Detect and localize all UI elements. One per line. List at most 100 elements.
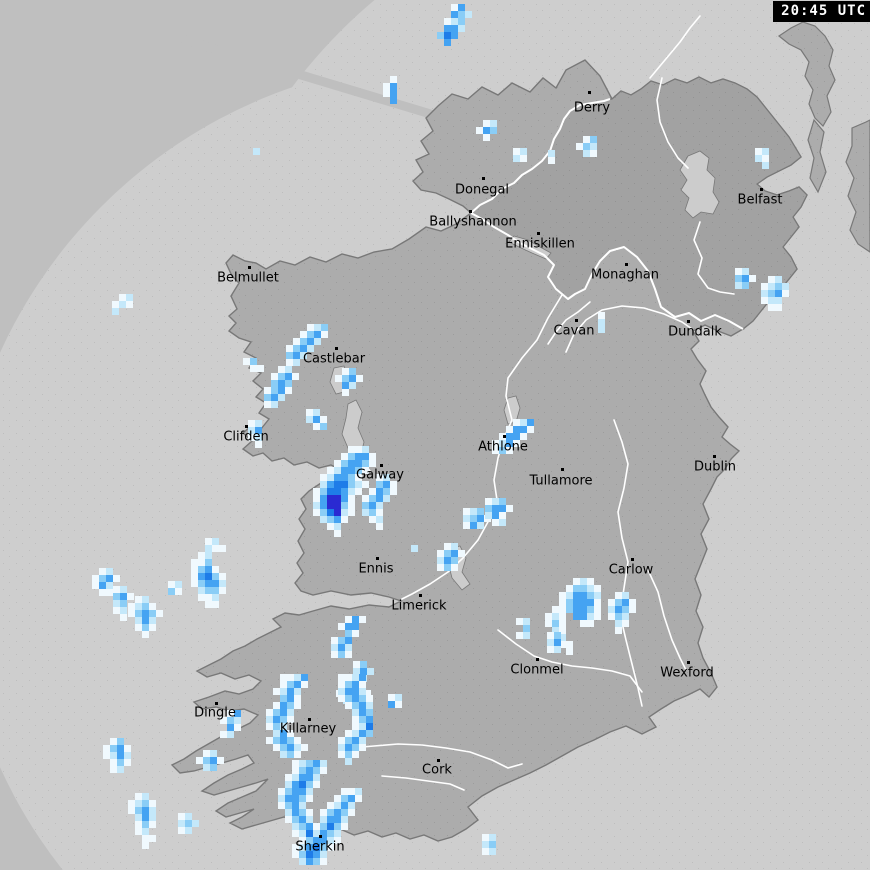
precip-cell — [278, 380, 285, 387]
precip-cell — [320, 488, 327, 495]
precip-cell — [594, 613, 601, 620]
precip-cell — [314, 338, 321, 345]
precip-cell — [761, 290, 768, 297]
precip-cell — [128, 807, 135, 814]
precip-cell — [342, 389, 349, 396]
precip-cell — [307, 345, 314, 352]
precip-cell — [191, 580, 198, 587]
gb-island — [845, 119, 870, 253]
precip-cell — [248, 434, 255, 441]
precip-cell — [120, 593, 127, 600]
precip-cell — [359, 730, 366, 737]
precip-cell — [280, 709, 287, 716]
precip-cell — [264, 401, 271, 408]
precip-cell — [119, 301, 126, 308]
precip-cell — [299, 774, 306, 781]
precip-cluster — [168, 581, 182, 595]
city-dot — [537, 232, 540, 235]
precip-cell — [499, 440, 506, 447]
precip-cell — [451, 18, 458, 25]
precip-cell — [369, 460, 376, 467]
precip-cluster — [437, 4, 472, 46]
precip-cell — [338, 623, 345, 630]
precip-cell — [362, 460, 369, 467]
precip-cell — [285, 816, 292, 823]
precip-cell — [359, 737, 366, 744]
precip-cell — [299, 802, 306, 809]
precip-cell — [608, 599, 615, 606]
city-dot — [215, 702, 218, 705]
precip-cell — [622, 620, 629, 627]
precip-cell — [587, 620, 594, 627]
precip-cell — [513, 155, 520, 162]
precip-cell — [552, 606, 559, 613]
precip-cell — [212, 587, 219, 594]
precip-cell — [482, 848, 489, 855]
precip-cell — [513, 148, 520, 155]
precip-cell — [527, 426, 534, 433]
precip-cell — [376, 488, 383, 495]
precip-cluster — [253, 148, 260, 155]
precip-cell — [120, 586, 127, 593]
precip-cell — [348, 488, 355, 495]
precip-cluster — [191, 538, 226, 608]
precip-cell — [499, 512, 506, 519]
precip-cell — [485, 505, 492, 512]
precip-cell — [383, 90, 390, 97]
precip-cell — [212, 594, 219, 601]
precip-cell — [142, 631, 149, 638]
precip-cell — [341, 516, 348, 523]
precip-cell — [348, 495, 355, 502]
precip-cell — [292, 830, 299, 837]
precip-cell — [278, 788, 285, 795]
precip-cluster — [735, 268, 756, 289]
precip-cell — [355, 453, 362, 460]
precip-cell — [292, 851, 299, 858]
city-dot — [419, 594, 422, 597]
precip-cell — [292, 373, 299, 380]
precip-cell — [566, 585, 573, 592]
precip-cell — [334, 474, 341, 481]
precip-cell — [113, 607, 120, 614]
precip-cell — [444, 39, 451, 46]
precip-cell — [327, 481, 334, 488]
city-dot — [760, 188, 763, 191]
precip-cell — [451, 564, 458, 571]
precip-cell — [355, 481, 362, 488]
precip-cell — [285, 802, 292, 809]
precip-cell — [135, 828, 142, 835]
precip-cell — [103, 745, 110, 752]
precip-cell — [168, 581, 175, 588]
precip-cluster — [388, 694, 402, 708]
precip-cell — [359, 681, 366, 688]
precip-cell — [742, 282, 749, 289]
precip-cell — [248, 420, 255, 427]
precip-cell — [119, 294, 126, 301]
precip-cell — [135, 624, 142, 631]
precip-cell — [334, 816, 341, 823]
city-dot — [380, 464, 383, 467]
precip-cell — [198, 587, 205, 594]
precip-cell — [120, 600, 127, 607]
precip-cell — [327, 816, 334, 823]
precip-cell — [299, 851, 306, 858]
precip-cell — [587, 606, 594, 613]
precip-cell — [320, 844, 327, 851]
precip-cell — [320, 423, 327, 430]
precip-cell — [285, 809, 292, 816]
precip-cell — [292, 802, 299, 809]
precip-cell — [580, 613, 587, 620]
precip-cell — [573, 599, 580, 606]
precip-cell — [587, 613, 594, 620]
precip-cell — [126, 294, 133, 301]
precip-cell — [280, 737, 287, 744]
precip-cell — [338, 651, 345, 658]
precip-cell — [352, 630, 359, 637]
precip-cell — [313, 760, 320, 767]
precip-cell — [287, 681, 294, 688]
precip-cell — [768, 283, 775, 290]
precip-cell — [285, 781, 292, 788]
precip-cell — [355, 488, 362, 495]
precip-cell — [523, 625, 530, 632]
precip-cell — [320, 495, 327, 502]
